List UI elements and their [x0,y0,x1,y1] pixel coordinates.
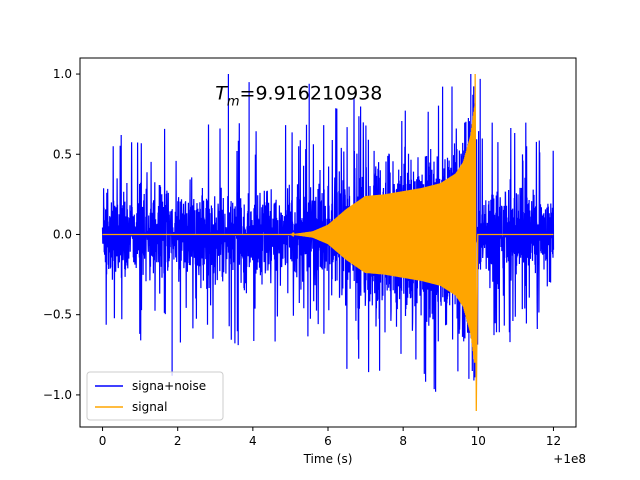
plot-data [101,74,555,411]
x-tick-label: 4 [249,434,257,448]
y-axis-ticks: −1.0 −0.5 0.0 0.5 1.0 [43,67,80,402]
x-tick-label: 10 [471,434,486,448]
legend: signa+noise signal [86,371,224,421]
legend-box [86,371,224,421]
y-tick-label: 1.0 [53,67,72,81]
legend-label-signal: signal [132,400,168,414]
x-axis-label: Time (s) [303,452,353,466]
x-axis-ticks: 0 2 4 6 8 10 12 [99,427,561,448]
x-tick-label: 0 [99,434,107,448]
tm-annotation: Tm=9.916210938 [215,83,382,110]
y-tick-label: −1.0 [43,388,72,402]
tm-annotation-subscript: m [227,95,240,110]
x-tick-label: 12 [546,434,561,448]
y-tick-label: 0.5 [53,147,72,161]
legend-label-signal-noise: signa+noise [132,379,206,393]
x-tick-label: 8 [399,434,407,448]
y-tick-label: −0.5 [43,308,72,322]
series-line-signal [102,74,554,411]
y-tick-label: 0.0 [53,227,72,241]
x-axis-offset-label: +1e8 [553,452,586,466]
tm-annotation-symbol: T [215,83,228,105]
x-tick-label: 6 [324,434,332,448]
x-tick-label: 2 [174,434,182,448]
tm-annotation-value: =9.916210938 [240,83,383,105]
